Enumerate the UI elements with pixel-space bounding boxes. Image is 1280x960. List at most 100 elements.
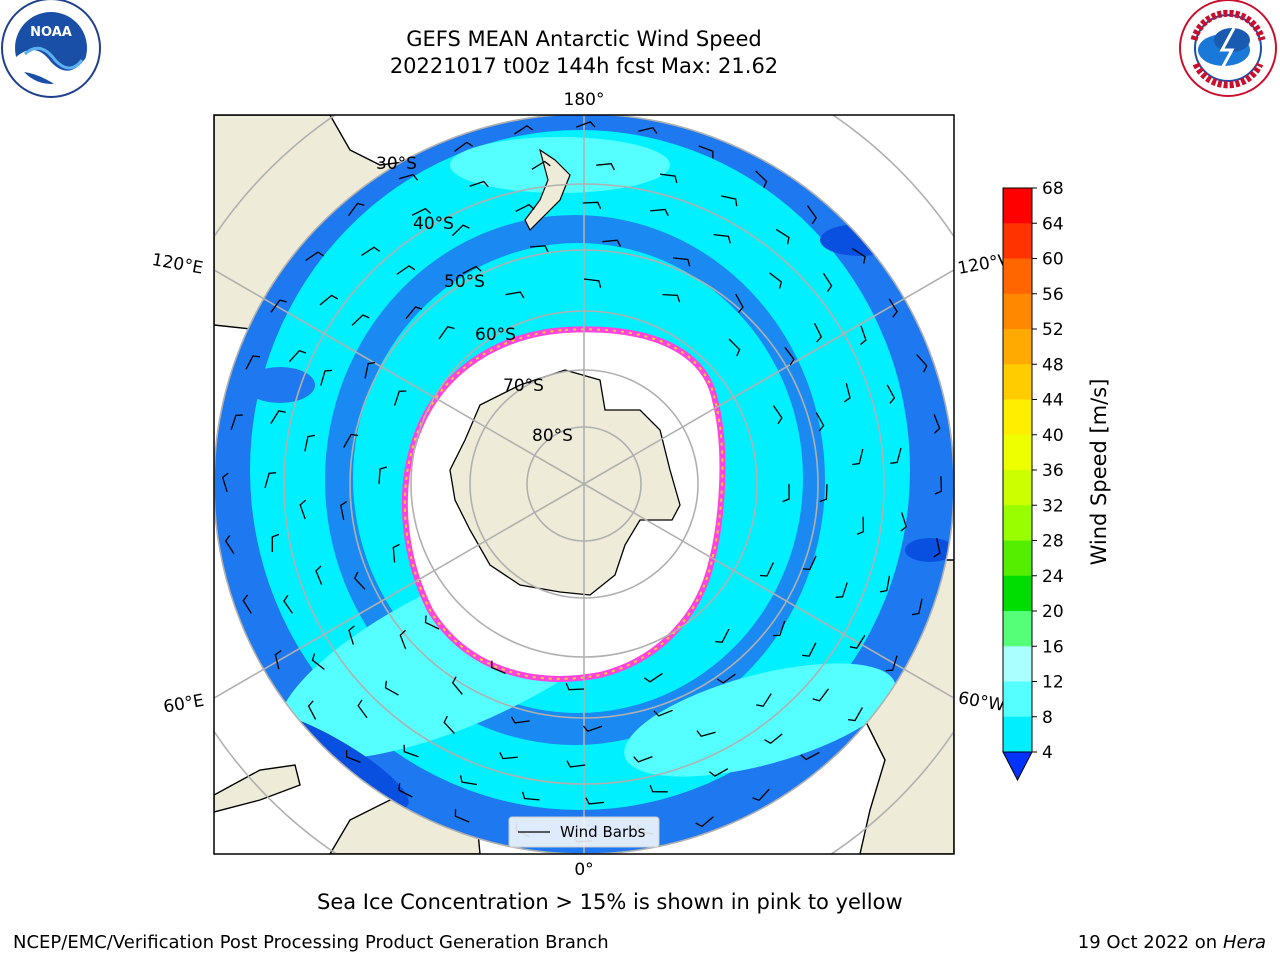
wind-barb bbox=[315, 565, 323, 585]
wind-barb bbox=[835, 582, 848, 598]
lon-label-120e: 120°E bbox=[150, 250, 204, 279]
wind-barb bbox=[438, 326, 455, 340]
colorbar-tick-label: 68 bbox=[1042, 179, 1064, 199]
wind-barb bbox=[764, 733, 783, 744]
wind-barb bbox=[653, 709, 673, 717]
colorbar-segment bbox=[1003, 505, 1032, 541]
wind-barb bbox=[345, 749, 361, 764]
wind-barb bbox=[856, 516, 865, 535]
wind-barb bbox=[800, 751, 820, 761]
wind-barb bbox=[822, 272, 833, 292]
wind-barb bbox=[396, 265, 416, 275]
wind-barb bbox=[900, 512, 907, 532]
wind-barb bbox=[806, 205, 817, 225]
wind-barb bbox=[769, 272, 783, 289]
wind-barb bbox=[378, 466, 387, 485]
wind-barb bbox=[245, 355, 260, 370]
wind-barb bbox=[756, 693, 772, 707]
nws-logo bbox=[1179, 0, 1277, 97]
wind-barb bbox=[565, 683, 585, 691]
wind-barb bbox=[399, 629, 407, 650]
wind-barb bbox=[531, 160, 551, 170]
wind-barb bbox=[775, 228, 790, 245]
wind-barb bbox=[843, 383, 851, 403]
map-area: 30°S 40°S 50°S 60°S 70°S 80°S Wind Barbs bbox=[214, 115, 954, 854]
colorbar-segment bbox=[1003, 470, 1032, 506]
wind-barb bbox=[583, 278, 602, 288]
wind-barb bbox=[340, 501, 348, 521]
lat-label-40s: 40°S bbox=[413, 214, 454, 234]
wind-barb bbox=[879, 575, 891, 593]
colorbar-segment bbox=[1003, 681, 1032, 718]
wind-barb bbox=[715, 628, 730, 643]
wind-barb bbox=[782, 483, 790, 503]
wind-barb bbox=[454, 141, 473, 152]
colorbar-tick-label: 28 bbox=[1042, 532, 1064, 552]
lat-label-70s: 70°S bbox=[503, 376, 544, 396]
land-new-zealand bbox=[524, 148, 571, 232]
colorbar-segment bbox=[1003, 329, 1032, 365]
wind-barb bbox=[934, 476, 943, 495]
noaa-logo-text: NOAA bbox=[30, 25, 72, 40]
wind-barb bbox=[424, 615, 440, 630]
wind-barb bbox=[271, 533, 280, 552]
colorbar-tick-label: 12 bbox=[1042, 673, 1064, 693]
wind-barb bbox=[815, 412, 825, 432]
wind-barb bbox=[849, 635, 866, 649]
wind-barb bbox=[320, 369, 333, 386]
wind-barb bbox=[812, 688, 830, 702]
colorbar-tick-label: 36 bbox=[1042, 461, 1064, 481]
wind-barb bbox=[885, 655, 898, 672]
wind-barb bbox=[720, 195, 738, 207]
colorbar-tick-label: 20 bbox=[1042, 602, 1064, 622]
colorbar-tick-label: 44 bbox=[1042, 391, 1064, 411]
colorbar-segment bbox=[1003, 646, 1032, 682]
wind-barb bbox=[364, 361, 376, 379]
wind-barb bbox=[505, 291, 525, 299]
wind-barb bbox=[384, 680, 399, 696]
wind-barb bbox=[283, 594, 293, 614]
wind-barb bbox=[403, 744, 419, 758]
wind-barb bbox=[307, 700, 317, 720]
wind-barb bbox=[819, 484, 828, 503]
wind-barb bbox=[515, 203, 535, 212]
colorbar-segment bbox=[1003, 611, 1032, 647]
legend-label: Wind Barbs bbox=[560, 823, 646, 841]
lat-label-60s: 60°S bbox=[475, 325, 516, 345]
wind-barb bbox=[510, 716, 530, 724]
colorbar-segment bbox=[1003, 716, 1032, 753]
wind-barb bbox=[852, 448, 864, 466]
colorbar-segment bbox=[1003, 434, 1032, 471]
colorbar-extend-arrow bbox=[1002, 751, 1033, 782]
wind-barb bbox=[343, 433, 359, 448]
wind-barb bbox=[351, 314, 370, 326]
wind-barb bbox=[582, 725, 603, 732]
wind-barb bbox=[650, 208, 669, 217]
wind-barb bbox=[462, 265, 482, 275]
wind-barb bbox=[405, 306, 423, 320]
colorbar-segment bbox=[1003, 540, 1032, 577]
wind-barb bbox=[353, 571, 366, 590]
colorbar-segment bbox=[1003, 399, 1032, 436]
wind-barb bbox=[886, 384, 896, 404]
wind-barb bbox=[695, 816, 714, 828]
colorbar-tick-label: 60 bbox=[1042, 250, 1064, 270]
map-legend: Wind Barbs bbox=[508, 816, 660, 848]
wind-barb bbox=[274, 650, 282, 670]
colorbar-segment bbox=[1003, 258, 1032, 295]
wind-barb bbox=[311, 653, 325, 670]
wind-barb bbox=[660, 173, 678, 184]
wind-barb bbox=[802, 555, 817, 571]
wind-barb bbox=[852, 248, 866, 264]
wind-barb bbox=[602, 239, 622, 247]
lon-label-60w: 60°W bbox=[957, 688, 1007, 716]
lon-label-60e: 60°E bbox=[162, 691, 206, 718]
wind-barb bbox=[716, 673, 736, 684]
colorbar-tick-label: 64 bbox=[1042, 214, 1064, 234]
wind-barb bbox=[638, 126, 658, 134]
wind-barb bbox=[662, 293, 681, 303]
wind-barb bbox=[649, 784, 668, 793]
wind-barb bbox=[916, 354, 928, 373]
wind-barb bbox=[393, 390, 407, 406]
land-antarctica bbox=[449, 369, 681, 596]
